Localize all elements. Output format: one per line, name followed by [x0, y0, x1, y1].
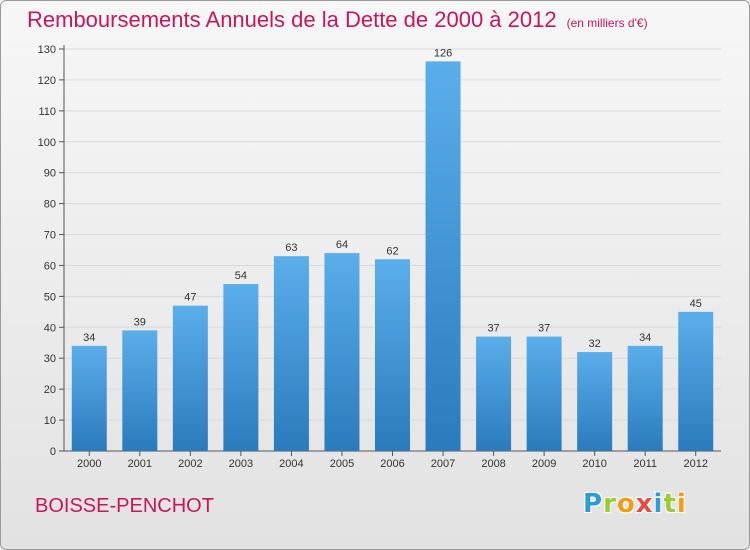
bar [678, 311, 714, 451]
y-tick-label: 130 [38, 44, 56, 56]
bar [223, 284, 259, 451]
y-tick-label: 0 [50, 446, 56, 458]
data-label: 34 [83, 332, 95, 344]
chart-title-block: Remboursements Annuels de la Dette de 20… [27, 7, 648, 33]
bar [273, 256, 309, 451]
bar [627, 345, 663, 451]
data-label: 34 [639, 332, 651, 344]
y-tick-label: 110 [38, 106, 56, 118]
y-tick-label: 50 [44, 291, 56, 303]
logo-letter: o [616, 489, 636, 519]
bar [71, 345, 107, 451]
x-tick-label: 2001 [128, 458, 152, 470]
x-tick-label: 2006 [380, 458, 404, 470]
x-tick-label: 2002 [178, 458, 202, 470]
data-label: 47 [184, 292, 196, 304]
data-label: 63 [285, 242, 297, 254]
data-label: 37 [538, 323, 550, 335]
bar [577, 352, 613, 451]
x-tick-label: 2009 [532, 458, 556, 470]
data-label: 32 [589, 338, 601, 350]
bar [172, 305, 208, 451]
y-tick-label: 90 [44, 168, 56, 180]
x-tick-label: 2011 [633, 458, 657, 470]
logo-letter: P [583, 489, 604, 519]
data-label: 54 [235, 270, 247, 282]
x-tick-label: 2008 [481, 458, 505, 470]
data-label: 45 [690, 298, 702, 310]
logo-letter: t [663, 489, 677, 519]
x-tick-label: 2000 [77, 458, 101, 470]
logo-letter: i [676, 489, 687, 519]
logo-letter: r [603, 489, 617, 519]
x-tick-label: 2004 [279, 458, 303, 470]
x-tick-label: 2005 [330, 458, 354, 470]
x-tick-label: 2012 [683, 458, 707, 470]
y-tick-label: 120 [38, 75, 56, 87]
data-label: 39 [134, 316, 146, 328]
y-tick-label: 100 [38, 137, 56, 149]
bar [375, 259, 410, 451]
proxiti-logo: Proxiti [583, 489, 687, 519]
bar [324, 253, 360, 451]
y-tick-label: 60 [44, 260, 56, 272]
chart-title: Remboursements Annuels de la Dette de 20… [27, 7, 557, 32]
data-label: 64 [336, 239, 348, 251]
bar [122, 330, 158, 451]
x-tick-label: 2010 [582, 458, 606, 470]
y-tick-label: 40 [44, 322, 56, 334]
bar [526, 336, 562, 451]
logo-letter: i [653, 489, 664, 519]
x-tick-label: 2007 [431, 458, 455, 470]
y-tick-label: 10 [44, 415, 56, 427]
bar [425, 61, 461, 451]
logo-letter: x [635, 489, 654, 519]
chart-unit: (en milliers d'€) [566, 16, 648, 30]
x-tick-label: 2003 [229, 458, 253, 470]
y-tick-label: 20 [44, 384, 56, 396]
data-label: 126 [434, 47, 452, 59]
y-tick-label: 70 [44, 230, 56, 242]
data-label: 62 [386, 245, 398, 257]
y-tick-label: 80 [44, 199, 56, 211]
data-label: 37 [487, 323, 499, 335]
commune-name: BOISSE-PENCHOT [35, 495, 214, 517]
bar [476, 336, 512, 451]
y-tick-label: 30 [44, 353, 56, 365]
